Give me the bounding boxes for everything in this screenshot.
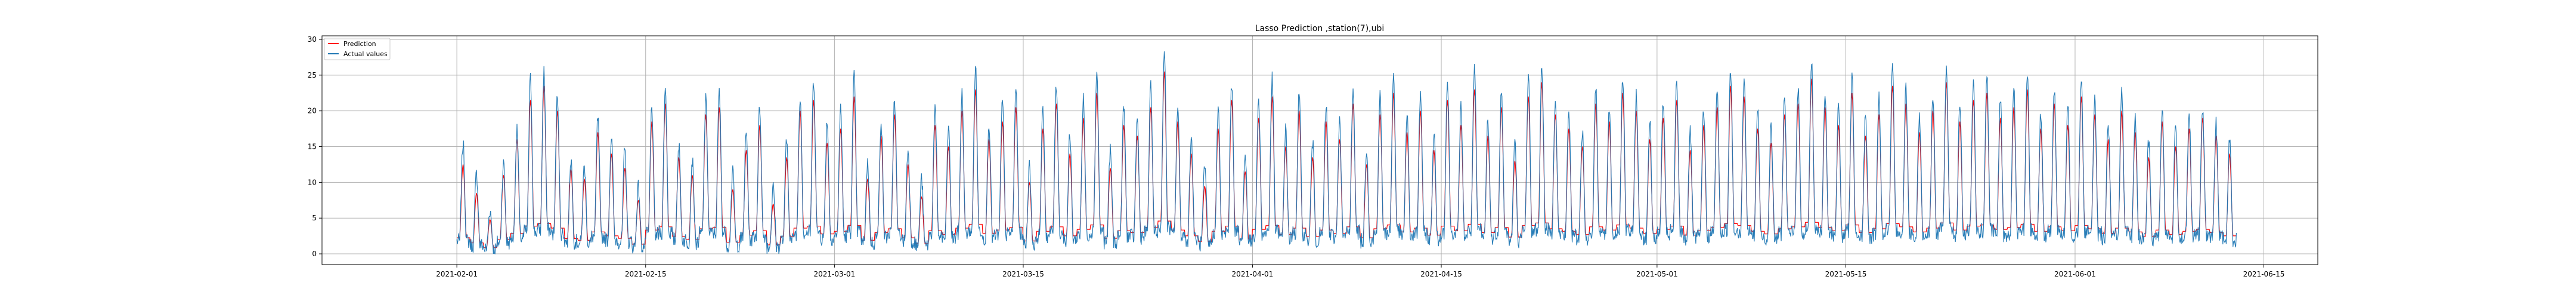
grid-layer — [322, 36, 2318, 265]
legend-label-actual-values: Actual values — [343, 50, 388, 58]
y-tick-label: 15 — [308, 143, 317, 151]
x-tick-label: 2021-05-01 — [1636, 270, 1678, 278]
y-axis: 0 5 10 15 20 25 30 — [308, 35, 322, 258]
y-tick-label: 10 — [308, 178, 317, 186]
y-tick-label: 5 — [312, 214, 317, 222]
legend-box — [324, 38, 391, 60]
x-tick-label: 2021-04-15 — [1420, 270, 1462, 278]
x-tick-label: 2021-03-01 — [813, 270, 855, 278]
series-layer — [456, 51, 2237, 254]
x-tick-label: 2021-02-15 — [625, 270, 667, 278]
series-line-actual-values — [456, 51, 2237, 254]
legend: Prediction Actual values — [324, 38, 391, 60]
y-tick-label: 20 — [308, 107, 317, 115]
y-tick-label: 0 — [312, 250, 317, 258]
x-tick-label: 2021-06-15 — [2243, 270, 2285, 278]
x-axis: 2021-02-01 2021-02-15 2021-03-01 2021-03-15… — [436, 265, 2284, 278]
legend-label-prediction: Prediction — [343, 40, 376, 48]
plot-frame — [321, 35, 2318, 265]
x-tick-label: 2021-05-15 — [1825, 270, 1867, 278]
y-tick-label: 25 — [308, 71, 317, 79]
x-tick-label: 2021-06-01 — [2054, 270, 2096, 278]
x-tick-label: 2021-03-15 — [1002, 270, 1044, 278]
x-tick-label: 2021-02-01 — [436, 270, 478, 278]
chart-title: Lasso Prediction ,station(7),ubi — [1255, 24, 1385, 33]
y-tick-label: 30 — [308, 35, 317, 44]
x-tick-label: 2021-04-01 — [1232, 270, 1274, 278]
